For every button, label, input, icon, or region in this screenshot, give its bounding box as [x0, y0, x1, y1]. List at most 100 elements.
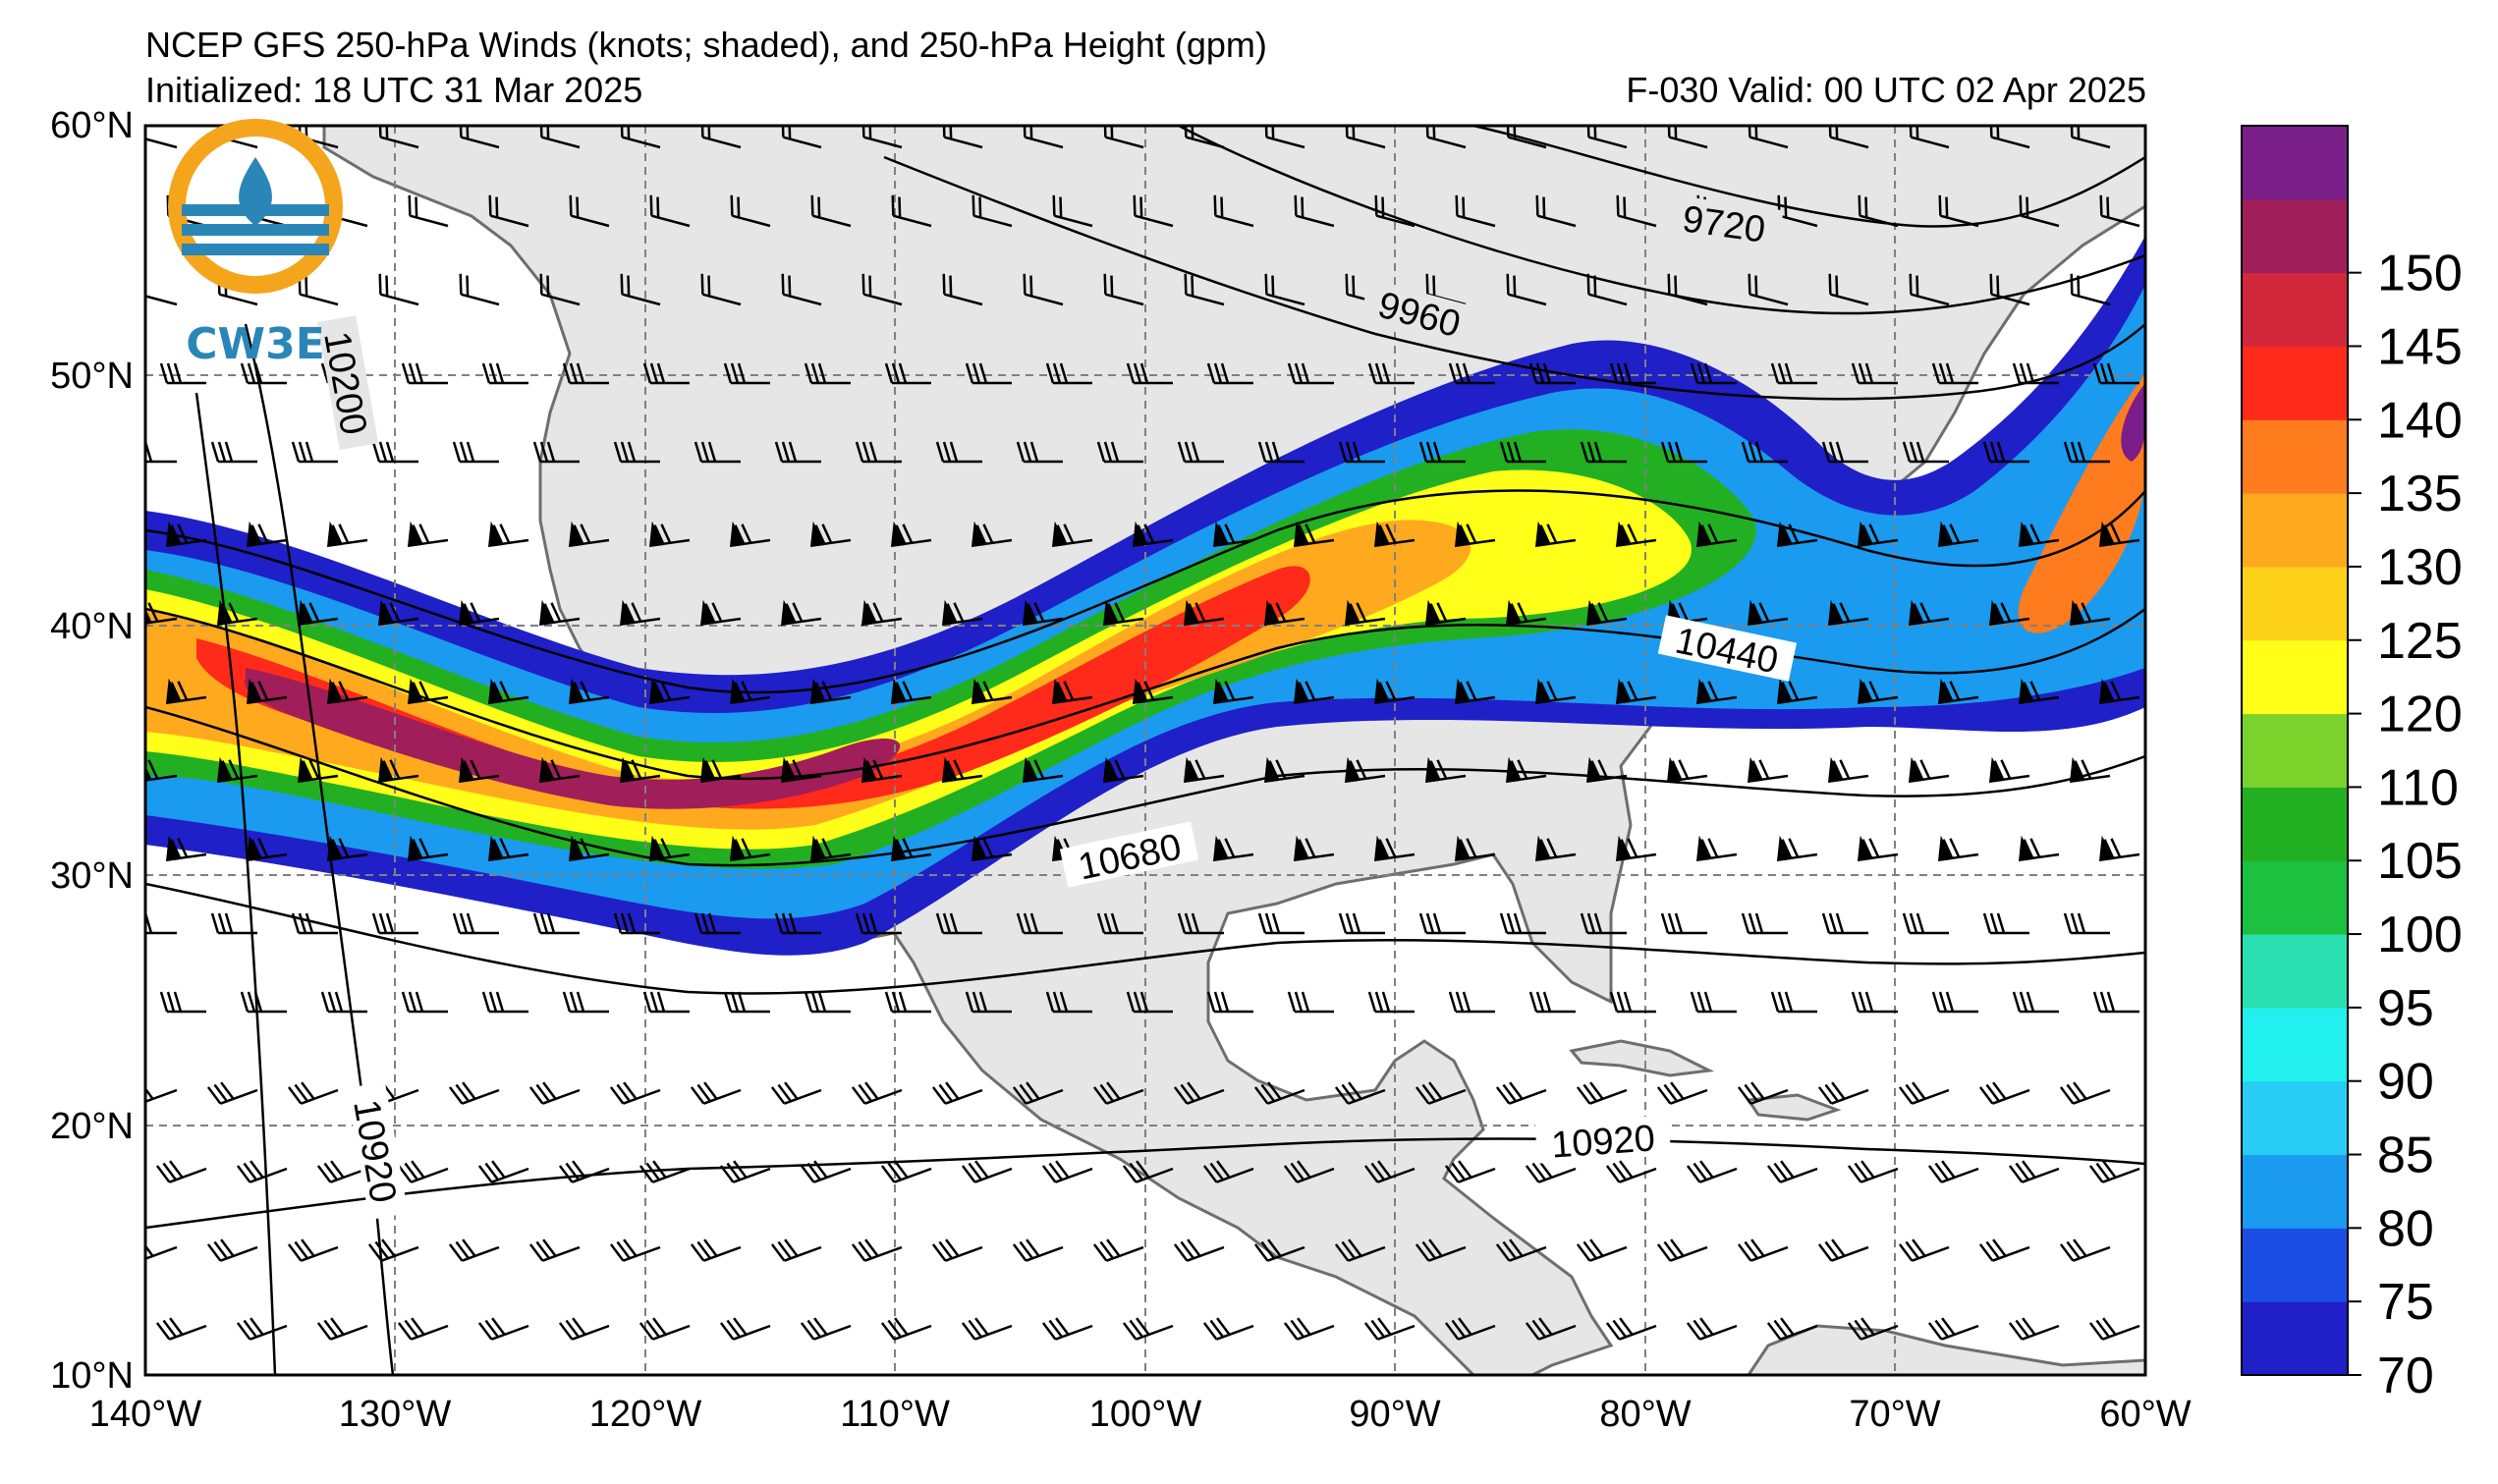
wind-barb [397, 1317, 449, 1341]
wind-barb [1045, 991, 1092, 1014]
wind-barb [1695, 835, 1738, 862]
wind-barb [1499, 912, 1546, 935]
wind-barb [236, 1160, 288, 1183]
wind-barb [729, 521, 771, 548]
wind-barb [1686, 1317, 1738, 1341]
wind-barb [809, 521, 852, 548]
wind-barb [699, 756, 742, 784]
wind-barb [861, 273, 903, 306]
water-drop-icon [239, 157, 272, 226]
wind-barb [1615, 835, 1657, 862]
wind-barb [1580, 441, 1627, 464]
wind-barb [1051, 521, 1093, 548]
wind-barb [1605, 1160, 1657, 1183]
wind-barb [2059, 1081, 2111, 1105]
wind-barb [891, 194, 932, 228]
wind-barb [1766, 1160, 1818, 1183]
wind-barb [246, 835, 288, 862]
wind-barb [1092, 1081, 1144, 1105]
wind-barb [1982, 912, 2029, 935]
wind-barb [890, 835, 932, 862]
wind-barb [1373, 678, 1416, 705]
wind-barb [1202, 1160, 1254, 1183]
wind-barb [407, 521, 449, 548]
wind-barb [1012, 1081, 1064, 1105]
wind-barb [1338, 441, 1385, 464]
lon-label: 70°W [1849, 1394, 1940, 1435]
wind-barb [1495, 1238, 1547, 1262]
colorbar-tick-label: 150 [2377, 246, 2463, 302]
wind-barb [1989, 273, 2030, 306]
wind-barb [538, 756, 581, 784]
wind-barb [1418, 912, 1466, 935]
wind-barb [287, 1081, 339, 1105]
wind-barb [1287, 362, 1334, 385]
wind-barb [2098, 521, 2140, 548]
wind-barb [1817, 1081, 1869, 1105]
wind-barb [159, 362, 206, 385]
wind-barb [1012, 1238, 1064, 1262]
wind-barb [1103, 273, 1144, 306]
wind-barb [1580, 912, 1627, 935]
wind-barb [487, 678, 529, 705]
colorbar-tick-label: 90 [2377, 1054, 2434, 1111]
lon-label: 60°W [2099, 1394, 2191, 1435]
colorbar-segment [2242, 126, 2348, 200]
wind-barb [648, 678, 691, 705]
wind-barb [961, 1160, 1013, 1183]
wind-barb [723, 991, 770, 1014]
wind-barb [1585, 756, 1628, 784]
height-contour [145, 705, 2145, 867]
wind-barb [210, 912, 257, 935]
wind-barb [1367, 362, 1415, 385]
wind-barb [1927, 1317, 1979, 1341]
wind-barb [1857, 678, 1899, 705]
wind-barb [1206, 362, 1253, 385]
hispaniola-island [1746, 1093, 1842, 1122]
wind-barb [1686, 1160, 1738, 1183]
colorbar-frame [2241, 125, 2349, 1376]
wind-barb [690, 1081, 742, 1105]
lat-label: 60°N [50, 105, 134, 146]
wind-barb [1847, 1160, 1899, 1183]
wind-barb [1051, 678, 1093, 705]
wind-barb [694, 441, 741, 464]
wind-barb [1102, 756, 1144, 784]
colorbar-tick-label: 120 [2377, 687, 2463, 743]
wind-barb [941, 599, 983, 627]
wind-barb [1334, 1238, 1386, 1262]
wind-barb [326, 835, 368, 862]
wind-barb [452, 441, 499, 464]
wind-barb [1373, 521, 1416, 548]
wind-barb [1264, 273, 1305, 306]
wind-speed-145kt-region [245, 668, 901, 809]
wind-barb [2099, 194, 2140, 228]
wind-barb [159, 991, 206, 1014]
wind-barb [2008, 1317, 2060, 1341]
wind-barb [1022, 599, 1064, 627]
wind-barb [851, 1081, 903, 1105]
wind-barb [890, 521, 932, 548]
wind-barb [800, 1317, 852, 1341]
colorbar-segment [2242, 566, 2348, 641]
wind-barb [1576, 1081, 1628, 1105]
wind-barb [884, 991, 931, 1014]
wind-barb [538, 599, 581, 627]
wind-barb [700, 273, 742, 306]
wind-barb [568, 835, 610, 862]
colorbar-segment [2242, 198, 2348, 274]
wind-barb [371, 912, 418, 935]
wind-barb [562, 991, 609, 1014]
wind-barb [487, 521, 529, 548]
wind-barb [1283, 1317, 1335, 1341]
wind-barb [1666, 756, 1708, 784]
wind-barb [1616, 194, 1657, 228]
wind-barb [1776, 678, 1818, 705]
wind-barb [613, 441, 660, 464]
wind-barb [165, 678, 207, 705]
wind-barb [320, 991, 367, 1014]
wind-barb [809, 835, 852, 862]
wind-barb [1363, 1160, 1416, 1183]
wind-barb [860, 756, 903, 784]
wind-barb [2088, 1317, 2140, 1341]
